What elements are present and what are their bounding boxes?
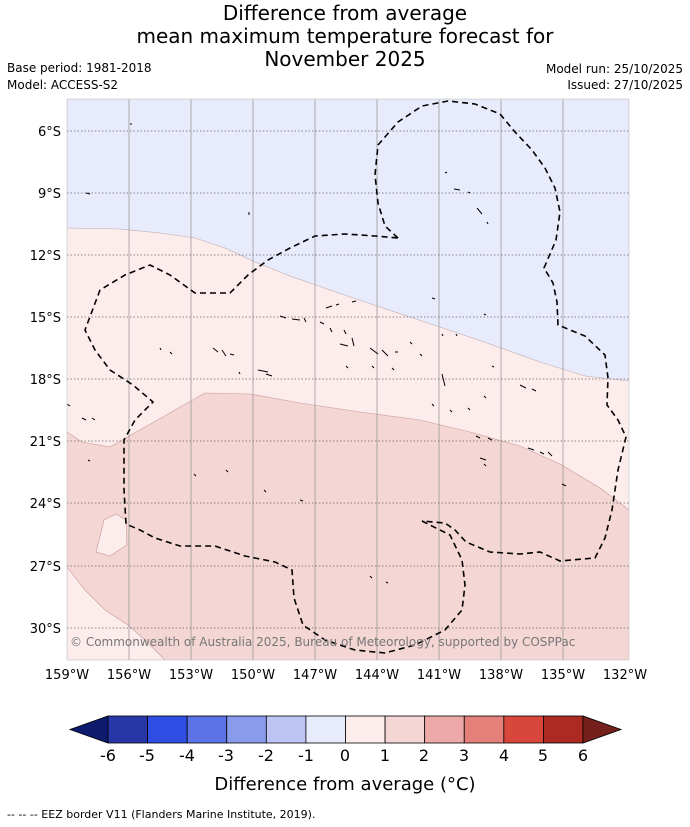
colorbar-segment	[345, 715, 386, 744]
colorbar-title: Difference from average (°C)	[214, 774, 475, 795]
colorbar-segment	[147, 715, 188, 744]
colorbar-segment	[424, 715, 465, 744]
colorbar-segment	[503, 715, 544, 744]
colorbar-tick-label: -2	[258, 746, 274, 765]
model-name: Model: ACCESS-S2	[7, 78, 119, 92]
colorbar-segment	[463, 715, 505, 744]
colorbar-tick-label: 6	[578, 746, 588, 765]
colorbar-tick-label: 5	[538, 746, 548, 765]
parallels	[67, 130, 629, 629]
model-run: Model run: 25/10/2025	[545, 62, 683, 76]
lon-label: 144°W	[355, 668, 399, 683]
eez-borders	[84, 100, 627, 654]
latitude-labels: 6°S 9°S 12°S 15°S 18°S 21°S 24°S 27°S 30…	[30, 125, 61, 637]
title-line-1: Difference from average	[222, 1, 468, 25]
base-period: Base period: 1981-2018	[7, 61, 152, 75]
eez-legend: -- -- -- EEZ border V11 (Flanders Marine…	[7, 808, 316, 821]
lon-label: 156°W	[107, 668, 151, 683]
lat-label: 6°S	[38, 125, 61, 140]
colorbar-segment	[186, 715, 228, 744]
lon-label: 138°W	[479, 668, 523, 683]
lat-label: 18°S	[30, 373, 61, 388]
colorbar-segment	[226, 715, 267, 744]
longitude-labels: 159°W 156°W 153°W 150°W 147°W 144°W 141°…	[45, 668, 647, 683]
colorbar-tick-label: -3	[218, 746, 234, 765]
lon-label: 153°W	[169, 668, 213, 683]
map-frame	[66, 98, 630, 661]
title-line-2: mean maximum temperature forecast for	[136, 24, 554, 48]
zone-0-to-1-southwest	[67, 566, 166, 660]
colorbar-ticks: -6 -5 -4 -3 -2 -1 0 1 2 3 4 5 6	[100, 746, 588, 765]
colorbar-segment	[384, 715, 426, 744]
colorbar-tick-label: -1	[298, 746, 314, 765]
title-line-3: November 2025	[264, 47, 426, 71]
colorbar-segment	[265, 715, 307, 744]
colorbar-segment	[107, 715, 148, 744]
colorbar-segment	[305, 715, 346, 744]
issued-date: Issued: 27/10/2025	[567, 78, 683, 92]
islands	[67, 123, 567, 584]
lon-label: 159°W	[45, 668, 89, 683]
zone-1-to-2	[67, 392, 629, 660]
colorbar-tick-label: 0	[340, 746, 350, 765]
colorbar-tick-label: 2	[419, 746, 429, 765]
meridians	[128, 99, 564, 660]
colorbar-tick-label: -5	[139, 746, 155, 765]
colorbar-tick-label: 4	[499, 746, 509, 765]
colorbar-extend-low	[68, 715, 109, 744]
colorbar-tick-label: -4	[179, 746, 195, 765]
lon-label: 135°W	[541, 668, 585, 683]
colorbar-tick-label: 3	[459, 746, 469, 765]
map-area: © Commonwealth of Australia 2025, Bureau…	[67, 99, 629, 660]
lat-label: 27°S	[30, 560, 61, 575]
lat-label: 30°S	[30, 622, 61, 637]
colorbar-segment	[543, 715, 584, 744]
lat-label: 24°S	[30, 497, 61, 512]
lon-label: 132°W	[603, 668, 647, 683]
lon-label: 147°W	[293, 668, 337, 683]
copyright-notice: © Commonwealth of Australia 2025, Bureau…	[70, 635, 575, 649]
lon-label: 150°W	[231, 668, 275, 683]
zone-minus1-to-0	[67, 99, 629, 382]
lat-label: 21°S	[30, 435, 61, 450]
colorbar-tick-label: -6	[100, 746, 116, 765]
lon-label: 141°W	[417, 668, 461, 683]
lat-label: 15°S	[30, 311, 61, 326]
lat-label: 12°S	[30, 249, 61, 264]
colorbar	[68, 715, 623, 744]
lat-label: 9°S	[38, 187, 61, 202]
colorbar-extend-high	[582, 715, 623, 744]
colorbar-tick-label: 1	[380, 746, 390, 765]
